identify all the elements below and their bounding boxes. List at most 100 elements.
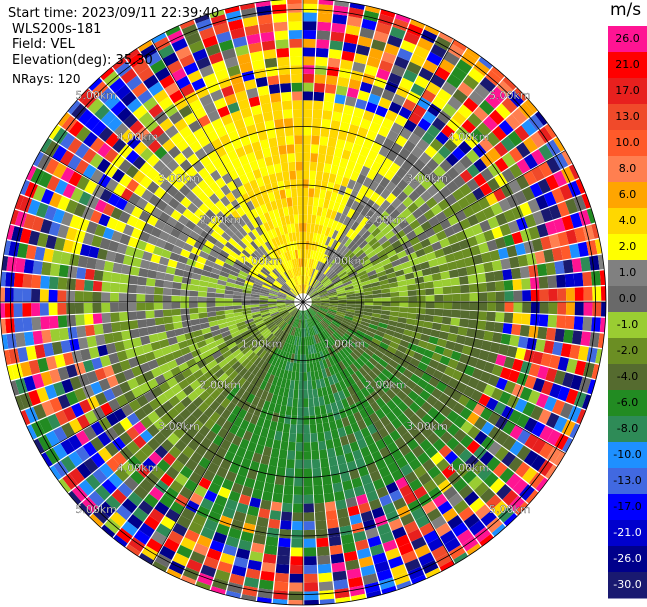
- velocity-cell: [313, 485, 324, 495]
- velocity-cell: [308, 354, 313, 364]
- velocity-cell: [203, 102, 217, 115]
- velocity-cell: [224, 5, 240, 14]
- velocity-cell: [389, 162, 401, 174]
- velocity-cell: [399, 77, 414, 91]
- velocity-cell: [150, 253, 161, 264]
- velocity-cell: [166, 216, 178, 228]
- velocity-cell: [239, 438, 250, 450]
- velocity-cell: [560, 245, 572, 260]
- velocity-cell: [350, 338, 360, 346]
- velocity-cell: [360, 206, 370, 217]
- velocity-cell: [317, 323, 324, 332]
- velocity-cell: [311, 326, 316, 336]
- velocity-cell: [188, 521, 204, 535]
- velocity-cell: [286, 296, 295, 300]
- velocity-cell: [430, 44, 447, 59]
- velocity-cell: [66, 314, 77, 327]
- velocity-cell: [346, 302, 356, 305]
- velocity-cell: [273, 385, 281, 396]
- velocity-cell: [330, 239, 338, 249]
- velocity-cell: [34, 344, 46, 359]
- velocity-cell: [403, 119, 417, 133]
- velocity-cell: [321, 413, 329, 424]
- velocity-cell: [486, 517, 503, 534]
- velocity-cell: [380, 199, 391, 211]
- velocity-cell: [521, 278, 531, 290]
- velocity-cell: [353, 485, 366, 497]
- velocity-cell: [208, 52, 224, 65]
- velocity-cell: [351, 393, 360, 404]
- velocity-cell: [404, 348, 416, 358]
- velocity-cell: [276, 303, 286, 305]
- velocity-cell: [216, 284, 226, 290]
- velocity-cell: [323, 217, 330, 227]
- velocity-cell: [523, 417, 538, 433]
- velocity-cell: [278, 413, 286, 424]
- velocity-cell: [221, 387, 232, 398]
- velocity-cell: [293, 126, 303, 136]
- velocity-cell: [483, 361, 495, 374]
- velocity-cell: [303, 328, 305, 338]
- velocity-cell: [6, 256, 17, 272]
- velocity-cell: [314, 65, 327, 75]
- velocity-cell: [242, 310, 252, 315]
- velocity-cell: [334, 264, 342, 273]
- velocity-cell: [381, 288, 391, 294]
- velocity-cell: [265, 333, 274, 342]
- velocity-cell: [92, 81, 109, 98]
- range-label: 2.00km: [200, 213, 242, 226]
- velocity-cell: [469, 520, 486, 536]
- velocity-cell: [368, 323, 379, 330]
- velocity-cell: [52, 162, 67, 179]
- velocity-cell: [281, 243, 287, 253]
- velocity-cell: [253, 425, 263, 436]
- velocity-cell: [327, 347, 334, 357]
- velocity-cell: [241, 302, 251, 306]
- velocity-cell: [199, 280, 209, 287]
- velocity-cell: [442, 507, 458, 523]
- velocity-cell: [334, 211, 342, 222]
- velocity-cell: [495, 291, 505, 302]
- velocity-cell: [297, 196, 303, 206]
- velocity-cell: [113, 408, 127, 422]
- velocity-cell: [303, 345, 306, 355]
- velocity-cell: [260, 309, 270, 314]
- velocity-cell: [426, 432, 440, 445]
- velocity-cell: [259, 94, 271, 105]
- velocity-cell: [198, 312, 208, 319]
- velocity-cell: [88, 490, 105, 507]
- velocity-cell: [319, 332, 325, 341]
- velocity-cell: [290, 308, 298, 315]
- velocity-cell: [244, 261, 254, 269]
- velocity-cell: [404, 323, 415, 332]
- velocity-cell: [32, 330, 43, 345]
- velocity-cell: [232, 302, 242, 306]
- velocity-cell: [255, 177, 265, 188]
- velocity-cell: [243, 411, 253, 423]
- velocity-cell: [311, 300, 321, 302]
- velocity-cell: [225, 590, 241, 599]
- velocity-cell: [250, 414, 259, 425]
- velocity-cell: [359, 146, 371, 158]
- velocity-cell: [438, 444, 452, 458]
- velocity-cell: [316, 206, 323, 217]
- velocity-cell: [349, 363, 359, 373]
- velocity-cell: [503, 234, 515, 247]
- velocity-cell: [503, 312, 514, 324]
- velocity-cell: [49, 397, 63, 413]
- velocity-cell: [238, 494, 251, 506]
- velocity-cell: [385, 192, 397, 204]
- velocity-cell: [159, 74, 175, 89]
- velocity-cell: [464, 192, 478, 205]
- velocity-cell: [398, 106, 412, 120]
- velocity-cell: [305, 328, 309, 337]
- velocity-cell: [370, 281, 381, 288]
- azimuth-line: [302, 150, 566, 303]
- velocity-cell: [396, 179, 409, 191]
- velocity-cell: [186, 402, 198, 414]
- velocity-cell: [211, 60, 227, 73]
- velocity-cell: [416, 295, 426, 302]
- velocity-cell: [237, 53, 251, 65]
- velocity-cell: [206, 292, 216, 298]
- velocity-cell: [303, 494, 314, 504]
